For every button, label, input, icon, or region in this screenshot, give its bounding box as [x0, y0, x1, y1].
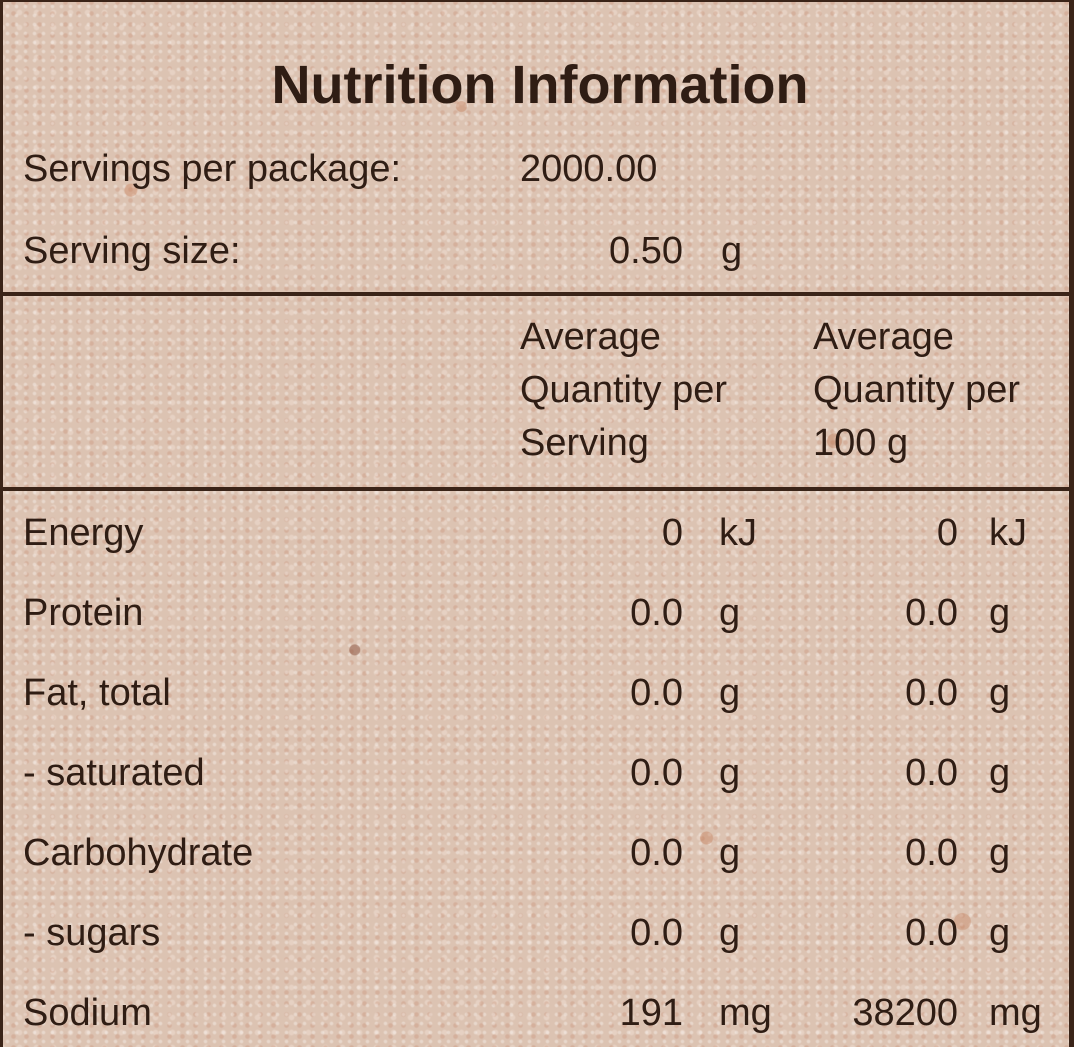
servings-value: 2000.00	[520, 148, 658, 190]
per-serving-unit: g	[719, 832, 741, 874]
nutrient-name: Carbohydrate	[23, 832, 254, 874]
per-100g-unit: mg	[989, 992, 1042, 1034]
per-100g-unit: g	[989, 912, 1011, 954]
column-header: Average	[520, 316, 661, 358]
per-100g-unit: g	[989, 832, 1011, 874]
per-serving-value: 0	[661, 512, 683, 554]
per-serving-unit: g	[719, 672, 741, 714]
per-100g-value: 0.0	[905, 832, 958, 874]
per-serving-unit: g	[719, 912, 741, 954]
per-serving-value: 0.0	[630, 912, 683, 954]
column-header: 100 g	[813, 422, 909, 464]
nutrient-name: Energy	[23, 512, 144, 554]
per-serving-value: 0.0	[630, 832, 683, 874]
divider	[3, 487, 1069, 491]
per-100g-value: 0.0	[905, 912, 958, 954]
per-100g-value: 0.0	[905, 752, 958, 794]
per-100g-unit: kJ	[989, 512, 1027, 554]
per-serving-value: 0.0	[630, 592, 683, 634]
servings-label: Servings per package:	[23, 148, 402, 190]
column-header: Average	[813, 316, 954, 358]
nutrient-name: Protein	[23, 592, 144, 634]
per-serving-value: 0.0	[630, 752, 683, 794]
per-serving-unit: mg	[719, 992, 772, 1034]
nutrient-name: - sugars	[23, 912, 161, 954]
nutrient-name: Fat, total	[23, 672, 171, 714]
column-header: Serving	[520, 422, 649, 464]
per-100g-unit: g	[989, 752, 1011, 794]
title: Nutrition Information	[271, 55, 809, 115]
column-header: Quantity per	[813, 369, 1020, 411]
per-serving-unit: g	[719, 592, 741, 634]
nutrient-name: Sodium	[23, 992, 152, 1034]
serving-size-unit: g	[721, 230, 743, 272]
serving-size-label: Serving size:	[23, 230, 241, 272]
per-100g-value: 0.0	[905, 592, 958, 634]
per-100g-value: 38200	[852, 992, 958, 1034]
per-serving-unit: kJ	[719, 512, 757, 554]
nutrient-name: - saturated	[23, 752, 205, 794]
divider	[3, 292, 1069, 296]
per-100g-value: 0	[936, 512, 958, 554]
column-header: Quantity per	[520, 369, 727, 411]
per-serving-value: 0.0	[630, 672, 683, 714]
per-serving-value: 191	[619, 992, 683, 1034]
serving-size-value: 0.50	[609, 230, 683, 272]
per-100g-unit: g	[989, 672, 1011, 714]
per-100g-unit: g	[989, 592, 1011, 634]
per-serving-unit: g	[719, 752, 741, 794]
per-100g-value: 0.0	[905, 672, 958, 714]
